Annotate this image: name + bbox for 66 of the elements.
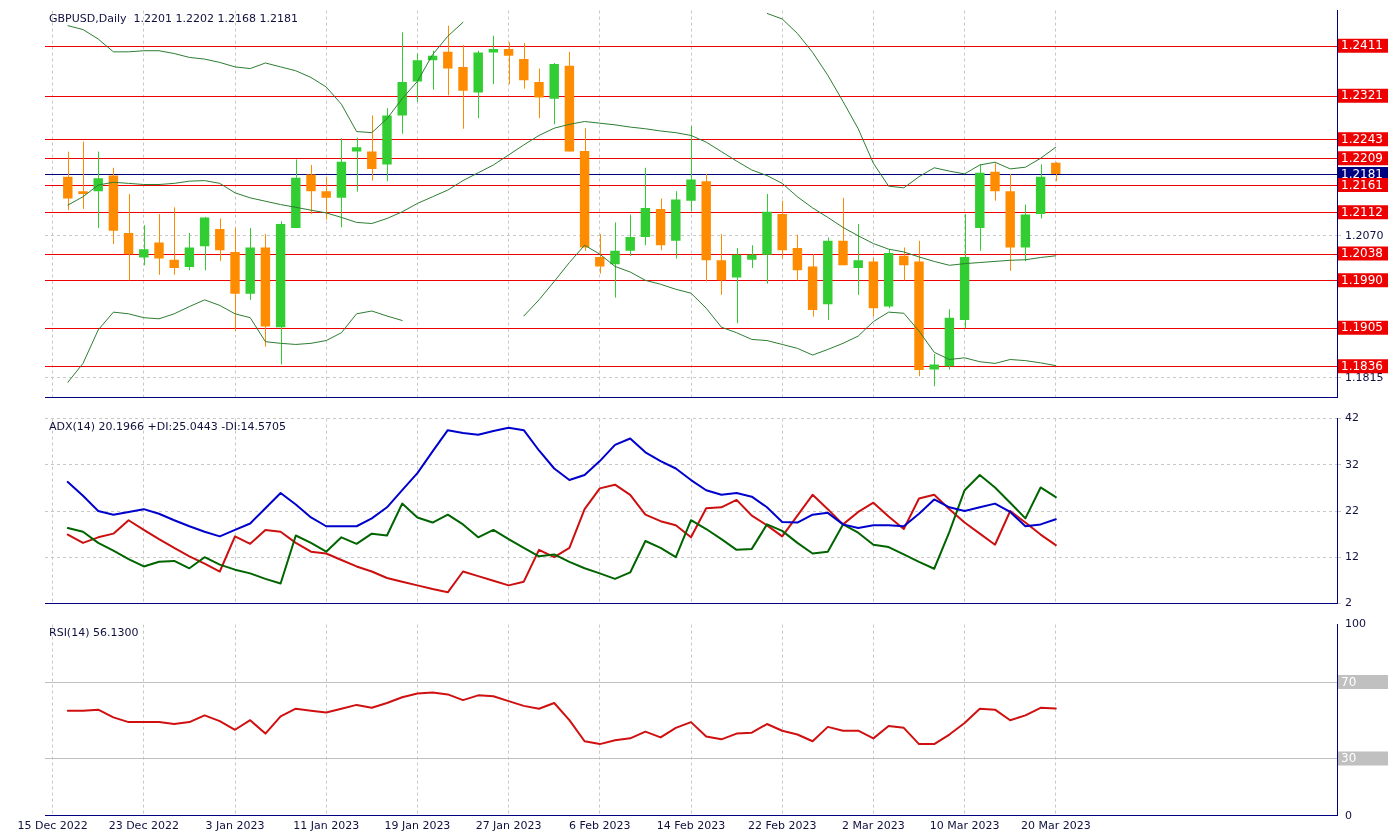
x-tick-label: 23 Dec 2022	[108, 819, 179, 833]
x-tick-label: 22 Feb 2023	[747, 819, 817, 833]
y-tick-label: 12	[1345, 550, 1359, 564]
candlestick	[519, 42, 529, 90]
candlestick	[123, 193, 134, 281]
y-tick-label: 1.1815	[1345, 370, 1384, 384]
ref-line-label: 1.2411	[1341, 38, 1383, 53]
candlestick	[792, 234, 803, 281]
ref-line-label: 1.2243	[1341, 131, 1383, 146]
candlestick	[139, 224, 149, 266]
candlestick	[534, 68, 544, 119]
y-tick-label: 0	[1345, 808, 1352, 822]
ref-line-label: 1.1836	[1341, 358, 1383, 373]
candlestick	[78, 141, 88, 210]
candlestick	[458, 44, 468, 130]
candlestick	[731, 247, 742, 324]
ref-line-label: 1.2038	[1341, 246, 1383, 261]
candlestick	[184, 232, 195, 271]
candlestick	[747, 244, 757, 269]
candlestick	[686, 125, 696, 212]
candlestick	[306, 164, 316, 215]
candlestick	[716, 233, 727, 296]
candlestick	[63, 151, 73, 211]
candlestick	[93, 151, 103, 229]
y-tick-label: 22	[1345, 503, 1359, 517]
y-tick-label: 100	[1345, 617, 1366, 631]
candlestick	[625, 214, 635, 257]
ref-line-label: 1.1905	[1341, 320, 1383, 335]
chart-title: GBPUSD,Daily 1.2201 1.2202 1.2168 1.2181	[49, 11, 298, 25]
y-tick-label: 1.2070	[1345, 228, 1384, 242]
candlestick	[321, 176, 331, 221]
candlestick	[595, 233, 605, 275]
x-tick-label: 19 Jan 2023	[384, 819, 451, 833]
candlestick	[169, 206, 179, 276]
x-tick-label: 15 Dec 2022	[17, 819, 88, 833]
chart-title: RSI(14) 56.1300	[49, 625, 139, 639]
x-tick-label: 6 Feb 2023	[569, 819, 631, 833]
candlestick	[610, 221, 620, 299]
x-tick-label: 3 Jan 2023	[205, 819, 265, 833]
ref-line-label: 1.2321	[1341, 88, 1383, 103]
candlestick	[154, 213, 164, 276]
x-tick-label: 2 Mar 2023	[842, 819, 905, 833]
ref-line-label: 1.2112	[1341, 204, 1383, 219]
candlestick	[443, 25, 453, 96]
x-tick-label: 11 Jan 2023	[293, 819, 360, 833]
candlestick	[990, 162, 1000, 202]
candlestick	[215, 217, 225, 262]
y-tick-label: 2	[1345, 596, 1352, 610]
candlestick	[929, 353, 939, 387]
x-tick-label: 20 Mar 2023	[1020, 819, 1091, 833]
ref-line-label: 30	[1341, 751, 1357, 766]
ref-line-label: 1.1990	[1341, 272, 1383, 287]
candlestick	[853, 223, 863, 296]
candlestick	[503, 41, 514, 85]
candlestick	[1051, 161, 1061, 182]
x-tick-label: 27 Jan 2023	[475, 819, 542, 833]
x-tick-label: 14 Feb 2023	[656, 819, 726, 833]
candlestick	[367, 114, 377, 182]
ref-line-label: 70	[1341, 674, 1357, 689]
ref-line-label: 1.2209	[1341, 150, 1383, 165]
chart-title: ADX(14) 20.1966 +DI:25.0443 -DI:14.5705	[49, 419, 287, 433]
candlestick	[351, 137, 362, 193]
candlestick	[899, 246, 909, 281]
x-tick-label: 10 Mar 2023	[929, 819, 1000, 833]
y-tick-label: 32	[1345, 457, 1359, 471]
y-tick-label: 42	[1345, 411, 1359, 425]
